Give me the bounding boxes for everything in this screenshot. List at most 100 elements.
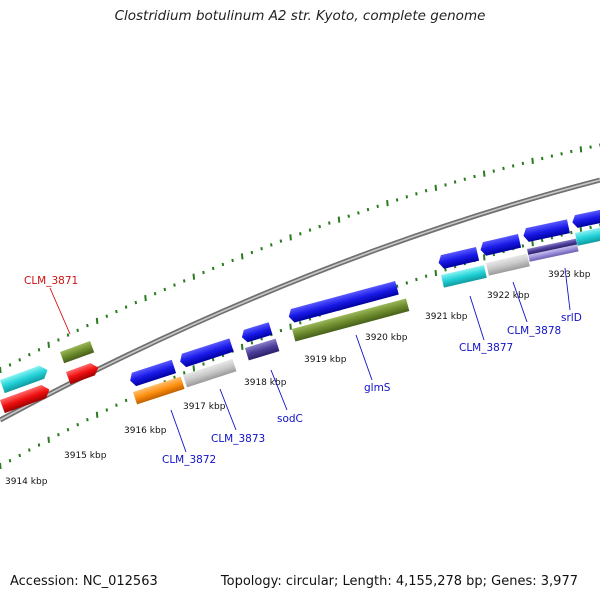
gene-gray-3878[interactable] xyxy=(486,253,530,276)
lower-tick-mark xyxy=(115,403,118,407)
gene-gray-3873[interactable] xyxy=(183,358,237,388)
gene-blue-3872[interactable] xyxy=(128,359,177,388)
upper-tick-mark xyxy=(279,239,283,243)
gene-blue-srld[interactable] xyxy=(522,219,570,242)
lower-tick-mark xyxy=(405,281,409,285)
gene-label-clm3873[interactable]: CLM_3873 xyxy=(211,433,265,445)
upper-tick-mark xyxy=(434,184,438,191)
gene-blue-right[interactable] xyxy=(571,209,600,229)
lower-tick-mark xyxy=(415,277,418,282)
gene-sodc-upper[interactable] xyxy=(240,322,273,343)
upper-tick-mark xyxy=(531,157,534,164)
upper-tick-track xyxy=(0,143,600,374)
gene-srld[interactable] xyxy=(527,238,579,262)
upper-tick-mark xyxy=(0,366,2,374)
tick-labels: 3914 kbp 3915 kbp 3916 kbp 3917 kbp 3918… xyxy=(5,270,591,487)
lower-tick-mark xyxy=(86,418,89,422)
gene-label-leaders xyxy=(49,267,571,453)
tick-label-3920: 3920 kbp xyxy=(365,333,408,343)
upper-tick-mark xyxy=(57,338,60,342)
upper-tick-mark xyxy=(105,314,109,318)
upper-tick-mark xyxy=(560,152,563,156)
upper-tick-mark xyxy=(37,348,41,352)
lower-tick-mark xyxy=(279,328,283,333)
gene-glms[interactable] xyxy=(292,298,410,342)
gene-label-clm3871[interactable]: CLM_3871 xyxy=(24,275,78,287)
upper-tick-mark xyxy=(289,234,292,241)
gene-cyan-right[interactable] xyxy=(575,226,600,246)
lower-tick-mark xyxy=(395,284,399,288)
upper-tick-mark xyxy=(173,283,176,287)
lower-tick-mark xyxy=(8,459,12,463)
tick-label-3915: 3915 kbp xyxy=(64,451,107,461)
upper-tick-mark xyxy=(318,224,321,229)
upper-tick-mark xyxy=(492,169,496,173)
gene-label-srld[interactable]: srlD xyxy=(561,312,582,324)
upper-tick-mark xyxy=(570,149,573,154)
gene-cyan-3877[interactable] xyxy=(441,265,487,288)
gene-label-clm3872[interactable]: CLM_3872 xyxy=(162,454,216,466)
gene-sodc[interactable] xyxy=(245,338,280,361)
gene-label-clm3877[interactable]: CLM_3877 xyxy=(459,342,513,354)
gene-clm3871[interactable] xyxy=(60,341,95,364)
gene-blue-3877[interactable] xyxy=(437,247,480,270)
upper-tick-mark xyxy=(328,221,331,225)
upper-tick-mark xyxy=(395,198,399,202)
upper-tick-mark xyxy=(473,174,476,179)
upper-tick-mark xyxy=(444,183,447,187)
upper-tick-mark xyxy=(221,262,225,267)
upper-tick-mark xyxy=(482,170,486,177)
upper-tick-mark xyxy=(153,292,157,296)
lower-tick-mark xyxy=(202,362,205,366)
lower-tick-mark xyxy=(18,453,21,458)
lower-tick-mark xyxy=(589,225,592,230)
upper-tick-mark xyxy=(211,266,215,271)
gene-glms-upper[interactable] xyxy=(287,281,399,324)
gene-red-left[interactable] xyxy=(0,383,52,414)
tick-label-3923: 3923 kbp xyxy=(548,270,591,280)
upper-tick-mark xyxy=(550,154,554,158)
upper-tick-mark xyxy=(589,145,592,149)
lower-tick-mark xyxy=(521,244,525,248)
upper-tick-mark xyxy=(115,309,118,314)
tick-label-3917: 3917 kbp xyxy=(183,402,226,412)
upper-tick-mark xyxy=(250,250,254,255)
gene-blue-3873[interactable] xyxy=(178,338,234,368)
gene-label-sodc[interactable]: sodC xyxy=(277,413,303,425)
upper-tick-mark xyxy=(511,164,515,168)
lower-tick-mark xyxy=(424,274,428,278)
upper-tick-mark xyxy=(415,192,418,196)
upper-tick-mark xyxy=(405,195,409,199)
lower-tick-mark xyxy=(105,408,109,412)
upper-tick-mark xyxy=(95,317,99,324)
gene-label-clm3878[interactable]: CLM_3878 xyxy=(507,325,561,337)
lower-tick-mark xyxy=(250,341,254,345)
lower-tick-mark xyxy=(28,448,31,452)
gene-orange-3872[interactable] xyxy=(133,376,185,405)
upper-tick-mark xyxy=(144,295,147,302)
upper-tick-mark xyxy=(521,161,525,166)
lower-tick-mark xyxy=(540,238,544,243)
upper-tick-mark xyxy=(299,232,302,236)
upper-tick-mark xyxy=(76,328,79,332)
lower-tick-mark xyxy=(66,428,70,432)
upper-tick-mark xyxy=(270,243,273,247)
upper-tick-mark xyxy=(8,363,12,367)
lower-tick-mark xyxy=(289,323,292,330)
upper-tick-mark xyxy=(366,207,370,212)
lower-tick-mark xyxy=(482,254,486,261)
gene-cyan-left[interactable] xyxy=(0,364,50,394)
upper-tick-mark xyxy=(231,258,234,263)
upper-tick-mark xyxy=(28,353,31,357)
gene-blue-3878[interactable] xyxy=(479,234,522,257)
gene-red-small[interactable] xyxy=(66,361,101,385)
tick-label-3921: 3921 kbp xyxy=(425,312,468,322)
upper-tick-mark xyxy=(376,204,379,208)
upper-tick-mark xyxy=(424,189,428,193)
lower-tick-mark xyxy=(240,343,244,350)
gene-label-glms[interactable]: glmS xyxy=(364,382,391,394)
lower-tick-mark xyxy=(434,269,438,277)
upper-tick-mark xyxy=(308,228,312,232)
upper-tick-mark xyxy=(453,180,457,184)
